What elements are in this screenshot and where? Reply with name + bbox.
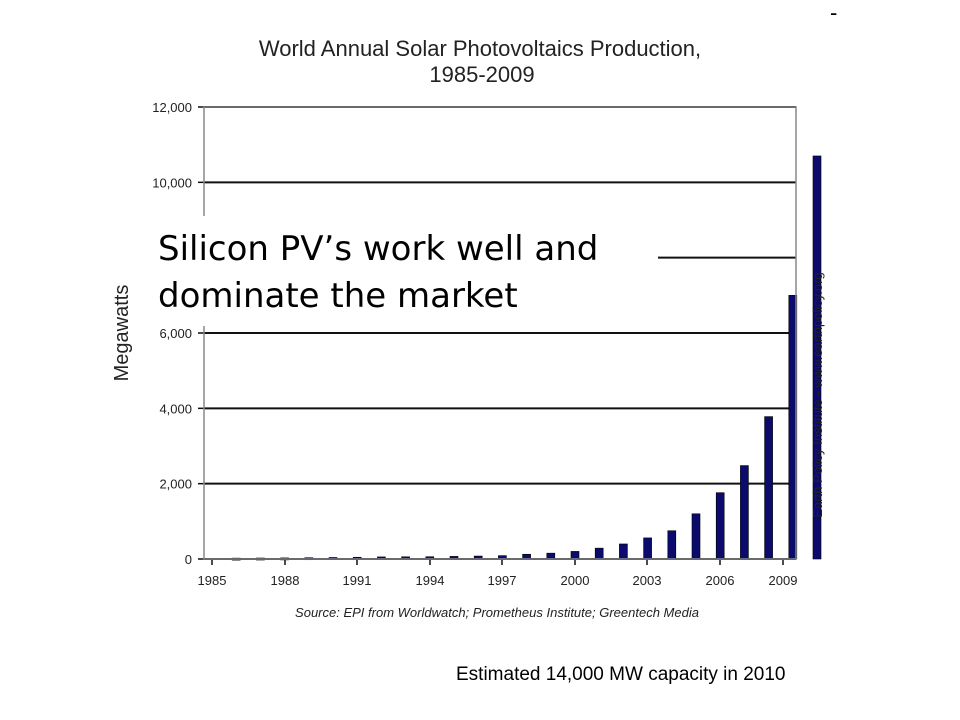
capacity-footnote: Estimated 14,000 MW capacity in 2010 [456,664,786,685]
x-tick-labels: 1985 1988 1991 1994 1997 2000 2003 2006 2009 [198,559,798,588]
bar-2007 [764,416,773,560]
callout-line-2: dominate the market [158,276,518,316]
bar-2006 [740,465,749,560]
bar-2009 [812,155,822,560]
bar-1999 [570,551,580,560]
plot-frame [203,106,797,560]
chart-source: Source: EPI from Worldwatch; Prometheus … [295,605,699,620]
y-tick-label: 0 [185,552,192,567]
bar-2004 [691,513,701,560]
y-tick-label: 6,000 [159,326,192,341]
bar-2002 [643,537,652,560]
bar-2000 [594,547,604,560]
corner-dash: - [830,0,838,25]
x-tick-label: 1991 [343,573,372,588]
y-tick-label: 10,000 [152,175,192,190]
callout-backdrop [146,216,658,326]
y-tick-label: 4,000 [159,401,192,416]
callout-line-1: Silicon PV’s work well and [158,229,599,269]
x-tick-label: 1985 [198,573,227,588]
x-tick-label: 1994 [416,573,445,588]
x-tick-label: 1997 [488,573,517,588]
gridlines [198,106,796,560]
side-credit: Earth Policy Institute - www.earthpolicy… [810,272,825,517]
x-tick-label: 2006 [706,573,735,588]
bar-2003 [667,530,677,560]
x-tick-label: 2003 [633,573,662,588]
x-tick-label: 2000 [561,573,590,588]
x-tick-label: 2009 [769,573,798,588]
bar-2005 [715,492,725,560]
y-axis-label: Megawatts [111,285,133,382]
callout: Silicon PV’s work well and dominate the … [158,226,678,320]
chart-subtitle: 1985-2009 [429,62,534,87]
bar-2001 [619,543,628,560]
y-tick-label: 12,000 [152,100,192,115]
y-tick-label: 2,000 [159,477,192,492]
bar-1998 [546,552,556,560]
chart-title: World Annual Solar Photovoltaics Product… [259,36,701,61]
x-tick-label: 1988 [271,573,300,588]
